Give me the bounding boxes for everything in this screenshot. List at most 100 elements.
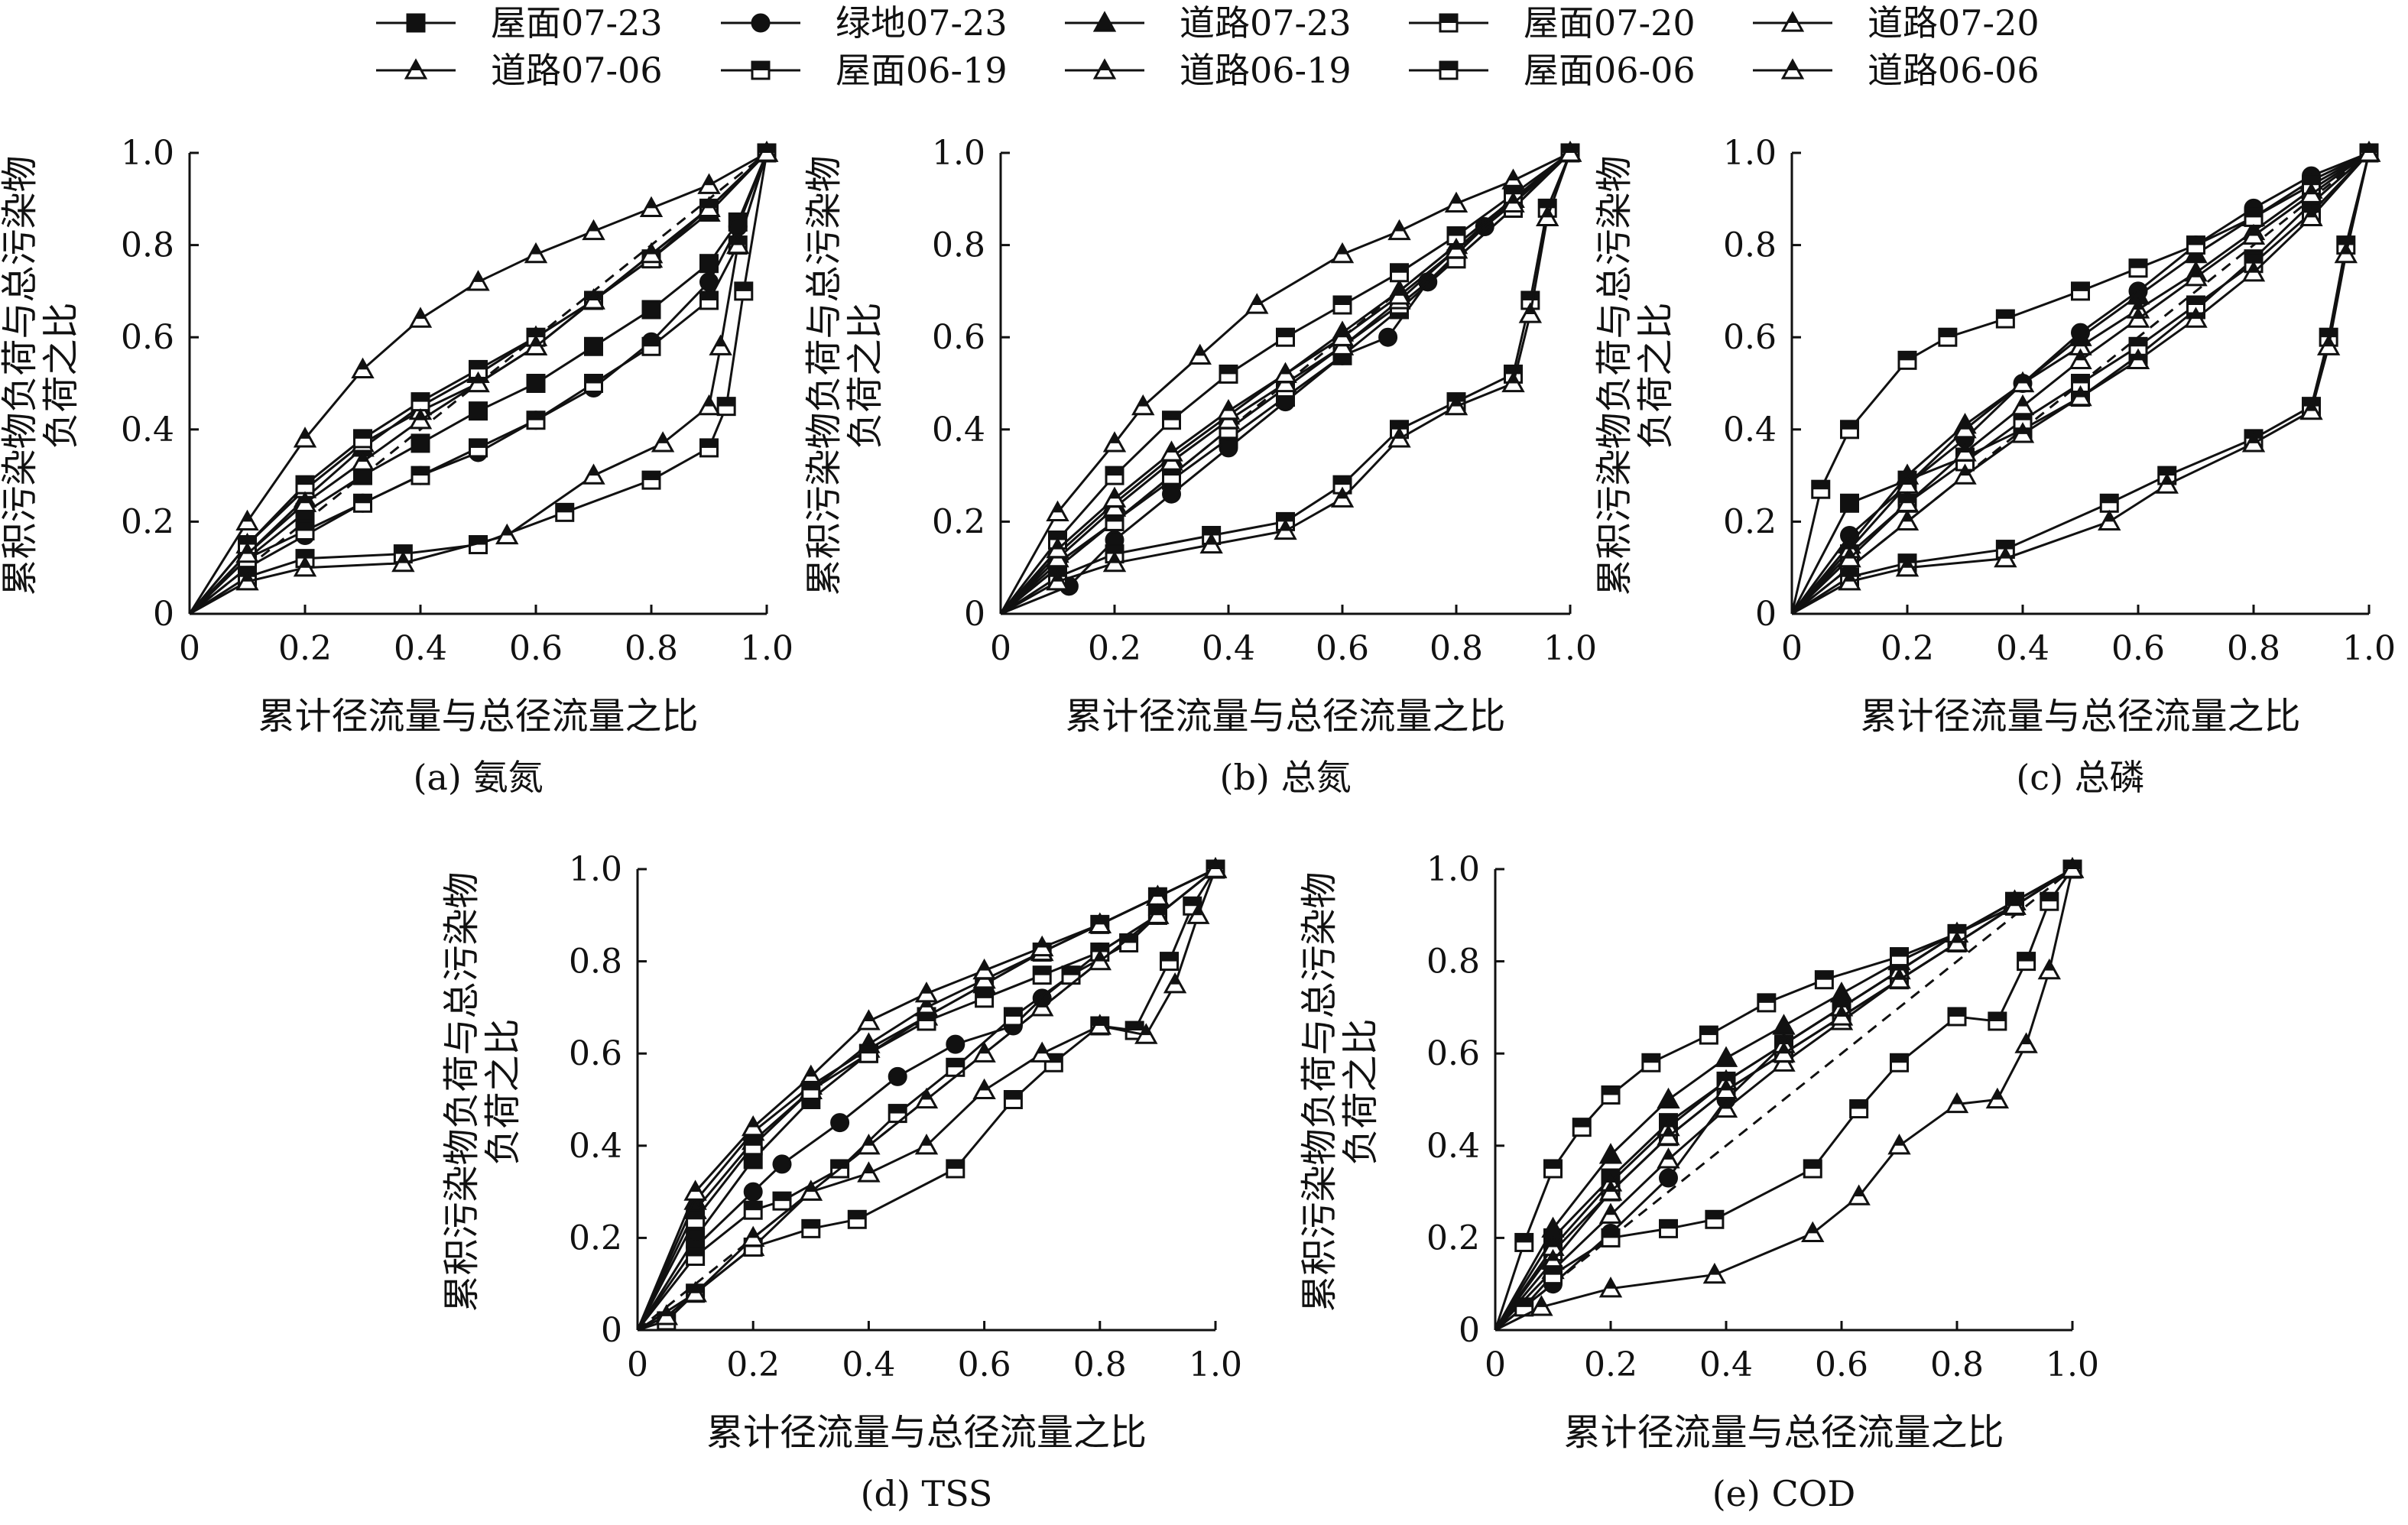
y-tick-label: 0 bbox=[153, 595, 174, 634]
data-point-fill bbox=[1841, 420, 1858, 430]
x-tick-label: 1.0 bbox=[2046, 1345, 2099, 1384]
data-point-fill bbox=[1109, 488, 1120, 499]
data-point-fill bbox=[1391, 420, 1408, 430]
data-point-fill bbox=[2245, 255, 2262, 264]
legend-marker-fill bbox=[752, 62, 769, 70]
x-tick-label: 1.0 bbox=[1543, 629, 1597, 668]
data-point-fill bbox=[1106, 513, 1123, 522]
data-point-fill bbox=[1063, 966, 1079, 975]
y-tick-label: 0.2 bbox=[1426, 1218, 1480, 1257]
data-point-fill bbox=[1394, 429, 1404, 439]
data-point-fill bbox=[1894, 970, 1904, 980]
data-point-fill bbox=[531, 336, 541, 347]
x-tick-label: 0.2 bbox=[726, 1345, 780, 1384]
data-point-fill bbox=[2130, 338, 2147, 347]
data-point-fill bbox=[1049, 531, 1066, 540]
data-point-fill bbox=[690, 1283, 700, 1293]
data-point-fill bbox=[1504, 365, 1522, 375]
data-point-fill bbox=[864, 1163, 874, 1173]
x-tick-label: 0.2 bbox=[1881, 629, 1934, 668]
data-point-fill bbox=[501, 525, 512, 536]
data-point bbox=[526, 374, 546, 393]
data-point-fill bbox=[1206, 534, 1216, 545]
data-point bbox=[1219, 438, 1238, 458]
data-point-fill bbox=[864, 1136, 874, 1146]
panel-caption: (d) TSS bbox=[861, 1473, 993, 1514]
data-point bbox=[1714, 1046, 1738, 1067]
data-point-fill bbox=[1565, 143, 1576, 153]
data-point-fill bbox=[1602, 1086, 1619, 1095]
y-tick-label: 1.0 bbox=[932, 134, 985, 173]
data-point-fill bbox=[1195, 346, 1206, 356]
data-point-fill bbox=[415, 410, 426, 420]
data-point-fill bbox=[1004, 1007, 1022, 1017]
data-point-fill bbox=[748, 1118, 758, 1128]
legend-label: 屋面07-23 bbox=[491, 2, 663, 44]
y-tick-label: 0.2 bbox=[1723, 502, 1777, 541]
y-axis-title-line1: 累积污染物负荷与总污染物 bbox=[1593, 155, 1636, 595]
data-point-fill bbox=[2191, 268, 2201, 277]
data-point-fill bbox=[1952, 933, 1962, 943]
data-point-fill bbox=[2158, 467, 2176, 476]
data-point-fill bbox=[1508, 193, 1518, 204]
legend-marker-fill bbox=[1440, 15, 1457, 23]
data-point-fill bbox=[2364, 143, 2374, 153]
data-point-fill bbox=[2337, 236, 2354, 245]
data-point-fill bbox=[718, 397, 735, 407]
y-axis-title-line2: 负荷之比 bbox=[40, 302, 83, 449]
data-point-fill bbox=[2248, 226, 2259, 236]
data-point-fill bbox=[975, 989, 993, 998]
x-tick-label: 0.8 bbox=[2227, 629, 2280, 668]
data-point-fill bbox=[2133, 309, 2144, 320]
y-tick-label: 0.4 bbox=[569, 1127, 622, 1166]
data-point-fill bbox=[1816, 971, 1833, 980]
data-point-fill bbox=[469, 361, 487, 370]
data-point-fill bbox=[1521, 291, 1539, 300]
data-point-fill bbox=[1337, 327, 1348, 338]
y-tick-label: 0.2 bbox=[932, 502, 985, 541]
y-axis-title-line2: 负荷之比 bbox=[482, 1018, 524, 1165]
data-point-fill bbox=[1504, 186, 1522, 195]
data-point-fill bbox=[1277, 513, 1294, 522]
data-point-fill bbox=[242, 543, 252, 554]
data-point-fill bbox=[1902, 558, 1913, 568]
data-point-fill bbox=[1992, 1089, 2003, 1100]
data-point-fill bbox=[774, 1192, 790, 1202]
data-point-fill bbox=[1034, 966, 1051, 975]
data-point-fill bbox=[1153, 905, 1163, 916]
data-point-fill bbox=[1854, 1186, 1864, 1197]
data-point-fill bbox=[1605, 1279, 1616, 1289]
y-tick-label: 0.8 bbox=[1723, 226, 1777, 265]
data-point-fill bbox=[1053, 502, 1063, 513]
data-point-fill bbox=[2044, 961, 2055, 971]
data-point-fill bbox=[2101, 495, 2118, 504]
y-tick-label: 0.8 bbox=[932, 226, 985, 265]
data-point-fill bbox=[531, 245, 541, 255]
y-tick-label: 0.6 bbox=[569, 1034, 622, 1073]
legend-marker-fill bbox=[1787, 60, 1798, 70]
data-point-fill bbox=[1053, 539, 1063, 550]
data-point-fill bbox=[1721, 1080, 1731, 1091]
data-point-fill bbox=[1952, 1094, 1962, 1105]
data-point bbox=[1378, 327, 1398, 347]
data-point-fill bbox=[1700, 1027, 1718, 1036]
panel-caption: (c) 总磷 bbox=[2016, 757, 2144, 798]
y-axis-title-line2: 负荷之比 bbox=[1339, 1018, 1382, 1165]
legend-item: 道路06-19 bbox=[1065, 50, 1352, 91]
x-tick-label: 0.4 bbox=[842, 1345, 895, 1384]
x-tick-label: 1.0 bbox=[2342, 629, 2396, 668]
data-point-fill bbox=[412, 467, 429, 476]
data-point-fill bbox=[1757, 994, 1775, 1003]
data-point-fill bbox=[661, 1306, 672, 1316]
data-point-fill bbox=[1095, 951, 1105, 962]
data-point bbox=[888, 1066, 907, 1086]
y-tick-label: 0.2 bbox=[569, 1218, 622, 1257]
data-point bbox=[1659, 1168, 1678, 1188]
data-point-fill bbox=[239, 536, 256, 545]
data-point-fill bbox=[2187, 296, 2205, 305]
data-point-fill bbox=[1515, 1234, 1533, 1243]
series-line bbox=[189, 152, 768, 615]
data-point-fill bbox=[1902, 475, 1913, 485]
data-point-fill bbox=[1515, 1298, 1533, 1307]
